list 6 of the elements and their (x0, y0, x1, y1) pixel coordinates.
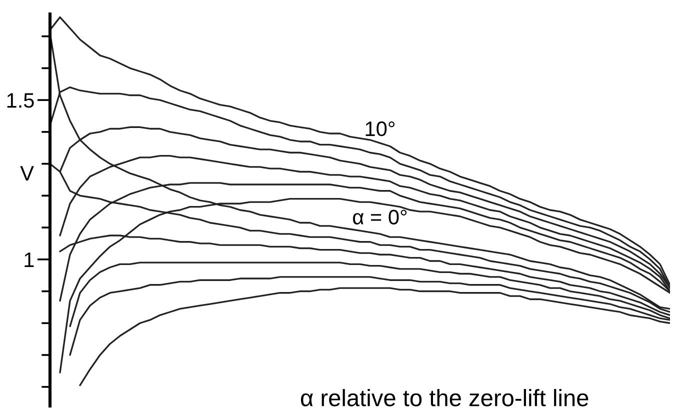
y-tick-label: 1.5 (7, 93, 34, 108)
y-axis-title: V (20, 166, 34, 180)
series-label: 10° (366, 121, 395, 136)
annotation: α relative to the zero-lift line (300, 388, 588, 406)
series-label: α = 0° (353, 210, 407, 224)
y-tick-label: 1 (24, 252, 34, 267)
